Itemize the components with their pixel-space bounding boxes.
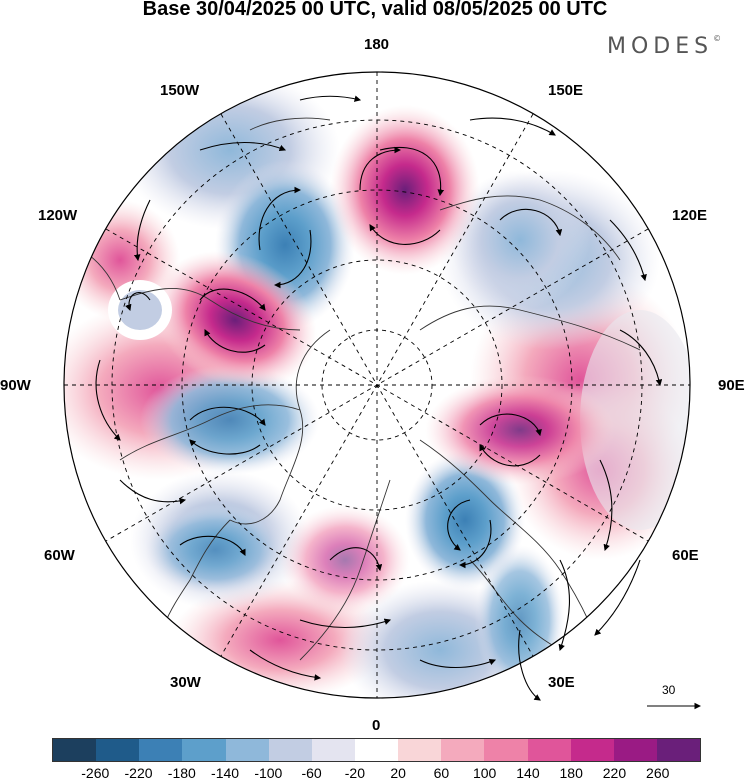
colorbar-swatch xyxy=(398,739,442,761)
colorbar-tick-label: -260 xyxy=(81,765,110,781)
colorbar-swatch xyxy=(311,739,355,761)
modes-logo: MODES© xyxy=(607,34,722,59)
colorbar-tick-label: -220 xyxy=(124,765,153,781)
colorbar-swatch xyxy=(53,739,97,761)
colorbar-swatch xyxy=(268,739,312,761)
colorbar-swatch xyxy=(139,739,183,761)
map-title: Base 30/04/2025 00 UTC, valid 08/05/2025… xyxy=(142,0,608,20)
colorbar-tick-label: -140 xyxy=(211,765,240,781)
label-90e: 90E xyxy=(718,377,745,394)
colorbar xyxy=(52,738,701,762)
colorbar-swatch xyxy=(656,739,701,761)
colorbar-swatch xyxy=(96,739,140,761)
colorbar-tick-label: 220 xyxy=(602,765,627,781)
label-30w: 30W xyxy=(170,674,201,691)
anomaly-field xyxy=(64,72,690,698)
label-120e: 120E xyxy=(672,207,708,224)
colorbar-tick-label: -180 xyxy=(167,765,196,781)
colorbar-tick-label: 180 xyxy=(559,765,583,781)
map-boundary xyxy=(63,71,691,699)
reference-vector-label: 30 xyxy=(662,683,676,697)
label-60w: 60W xyxy=(44,547,75,564)
wind-vectors xyxy=(95,95,663,701)
colorbar-swatch xyxy=(182,739,226,761)
label-60e: 60E xyxy=(672,547,699,564)
label-120w: 120W xyxy=(38,207,78,224)
label-150w: 150W xyxy=(160,82,200,99)
colorbar-tick-label: 100 xyxy=(472,765,497,781)
graticule xyxy=(64,72,690,698)
colorbar-tick-label: -20 xyxy=(344,765,365,781)
colorbar-swatch xyxy=(225,739,269,761)
label-0: 0 xyxy=(372,717,381,734)
colorbar-tick-label: 60 xyxy=(433,765,450,781)
colorbar-swatch xyxy=(570,739,614,761)
colorbar-ticks: -260 -220 -180 -140 -100 -60 -20 20 60 100 140 180 2… xyxy=(52,765,701,783)
colorbar-swatch xyxy=(484,739,528,761)
label-90w: 90W xyxy=(0,377,31,394)
colorbar-swatch xyxy=(527,739,571,761)
colorbar-tick-label: 260 xyxy=(646,765,670,781)
colorbar-tick-label: 140 xyxy=(516,765,540,781)
colorbar-tick-label: -100 xyxy=(254,765,283,781)
colorbar-swatch xyxy=(613,739,657,761)
colorbar-tick-label: 20 xyxy=(390,765,406,781)
colorbar-swatch xyxy=(441,739,485,761)
colorbar-swatch xyxy=(354,739,399,761)
label-150e: 150E xyxy=(548,82,584,99)
label-30e: 30E xyxy=(548,674,575,691)
colorbar-tick-label: -60 xyxy=(301,765,322,781)
label-180: 180 xyxy=(364,36,390,53)
